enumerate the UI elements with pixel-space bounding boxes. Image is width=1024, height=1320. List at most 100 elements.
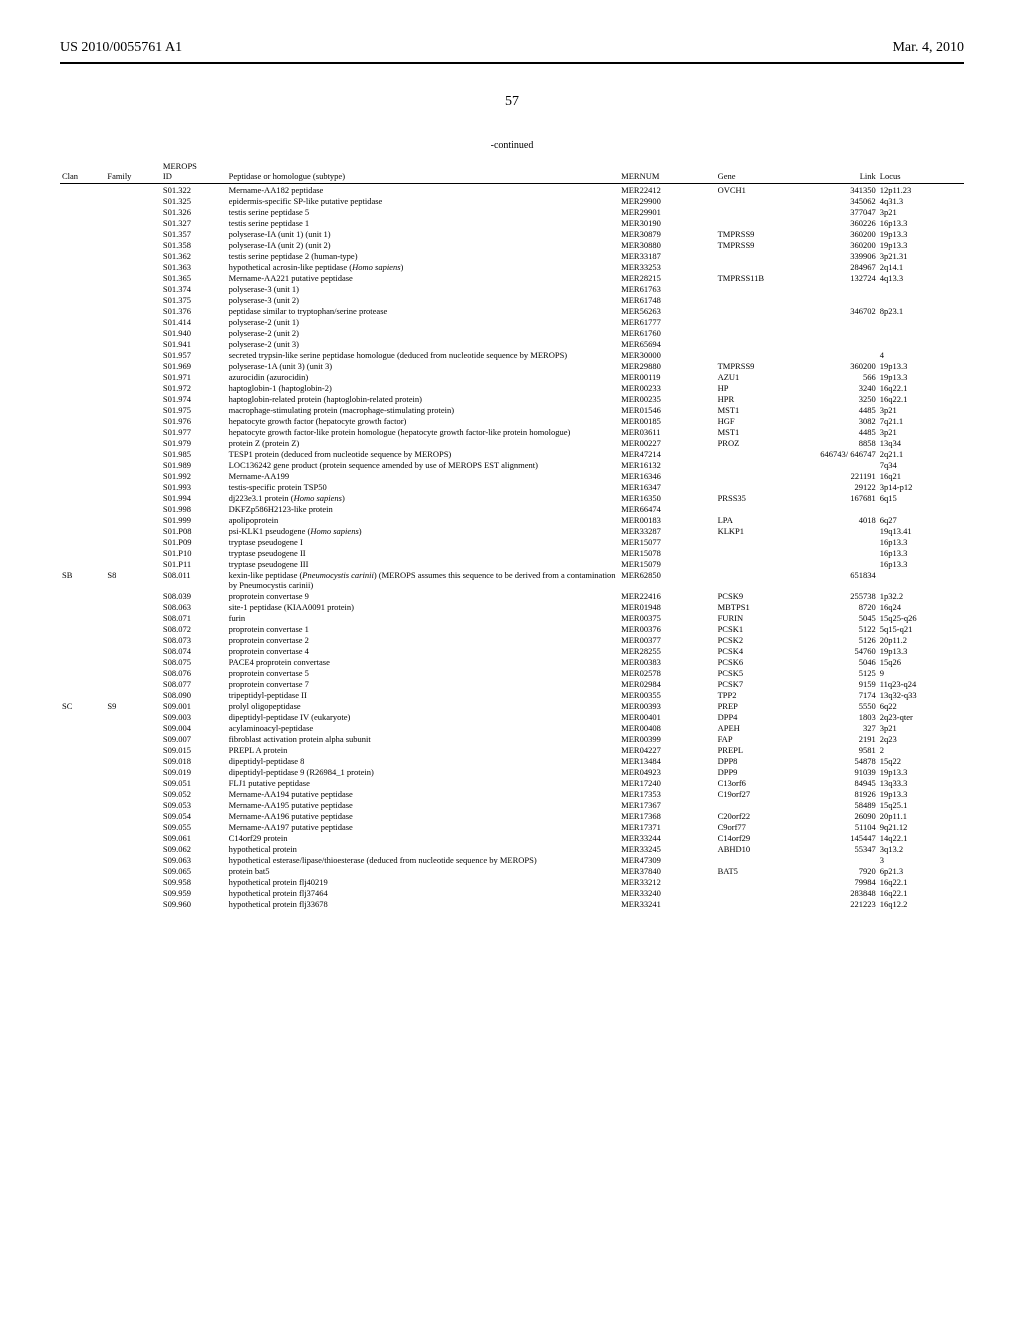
cell	[716, 536, 812, 547]
cell	[105, 382, 161, 393]
cell	[105, 404, 161, 415]
cell: secreted trypsin-like serine peptidase h…	[227, 349, 620, 360]
cell: S09.052	[161, 788, 227, 799]
cell	[105, 689, 161, 700]
cell: 4485	[812, 404, 878, 415]
table-row: S01.327testis serine peptidase 1MER30190…	[60, 217, 964, 228]
cell: PCSK4	[716, 645, 812, 656]
cell: 7174	[812, 689, 878, 700]
cell: 2191	[812, 733, 878, 744]
cell	[105, 261, 161, 272]
cell: HP	[716, 382, 812, 393]
cell: MER00383	[619, 656, 715, 667]
cell	[105, 470, 161, 481]
cell	[812, 525, 878, 536]
cell: 19p13.3	[878, 371, 964, 382]
cell: S01.P10	[161, 547, 227, 558]
cell: 9	[878, 667, 964, 678]
cell	[60, 821, 105, 832]
cell: 13q33.3	[878, 777, 964, 788]
cell: 6p21.3	[878, 865, 964, 876]
table-row: S01.362testis serine peptidase 2 (human-…	[60, 250, 964, 261]
cell: 84945	[812, 777, 878, 788]
cell: S08.073	[161, 634, 227, 645]
cell: macrophage-stimulating protein (macropha…	[227, 404, 620, 415]
table-row: S01.985TESP1 protein (deduced from nucle…	[60, 448, 964, 459]
cell: MER33245	[619, 843, 715, 854]
cell: Mername-AA195 putative peptidase	[227, 799, 620, 810]
cell	[105, 228, 161, 239]
cell: dj223e3.1 protein (Homo sapiens)	[227, 492, 620, 503]
cell: S09.065	[161, 865, 227, 876]
cell	[105, 766, 161, 777]
cell: S01.975	[161, 404, 227, 415]
cell: hypothetical protein flj37464	[227, 887, 620, 898]
cell: MER15079	[619, 558, 715, 569]
cell: polyserase-3 (unit 1)	[227, 283, 620, 294]
cell: 29122	[812, 481, 878, 492]
cell	[60, 854, 105, 865]
cell: TMPRSS11B	[716, 272, 812, 283]
cell	[716, 799, 812, 810]
table-row: S01.P10tryptase pseudogene IIMER1507816p…	[60, 547, 964, 558]
cell: S08.090	[161, 689, 227, 700]
table-row: S01.979protein Z (protein Z)MER00227PROZ…	[60, 437, 964, 448]
cell: 19p13.3	[878, 766, 964, 777]
cell	[60, 536, 105, 547]
cell: PREPL A protein	[227, 744, 620, 755]
cell	[105, 810, 161, 821]
cell: testis serine peptidase 2 (human-type)	[227, 250, 620, 261]
cell: S08.063	[161, 601, 227, 612]
cell	[60, 898, 105, 909]
cell: PCSK5	[716, 667, 812, 678]
cell: MER03611	[619, 426, 715, 437]
cell	[105, 832, 161, 843]
cell	[60, 371, 105, 382]
cell: MER00235	[619, 393, 715, 404]
cell: MER33240	[619, 887, 715, 898]
cell	[60, 481, 105, 492]
cell: S09.054	[161, 810, 227, 821]
cell	[105, 327, 161, 338]
cell	[60, 228, 105, 239]
cell: MER02984	[619, 678, 715, 689]
cell: MER29901	[619, 206, 715, 217]
cell: 255738	[812, 590, 878, 601]
cell: S9	[105, 700, 161, 711]
cell	[60, 656, 105, 667]
table-row: S01.P11tryptase pseudogene IIIMER1507916…	[60, 558, 964, 569]
cell: MER17367	[619, 799, 715, 810]
table-row: S09.018dipeptidyl-peptidase 8MER13484DPP…	[60, 755, 964, 766]
table-row: S01.976hepatocyte growth factor (hepatoc…	[60, 415, 964, 426]
cell	[60, 678, 105, 689]
table-row: S09.019dipeptidyl-peptidase 9 (R26984_1 …	[60, 766, 964, 777]
cell: 16p13.3	[878, 536, 964, 547]
cell: S08.077	[161, 678, 227, 689]
cell: MER30879	[619, 228, 715, 239]
table-row: S01.977hepatocyte growth factor-like pro…	[60, 426, 964, 437]
cell	[105, 678, 161, 689]
cell: MER62850	[619, 569, 715, 590]
cell: 16q22.1	[878, 393, 964, 404]
cell: 9581	[812, 744, 878, 755]
cell	[60, 766, 105, 777]
table-row: S01.971azurocidin (azurocidin)MER00119AZ…	[60, 371, 964, 382]
cell: 5q15-q21	[878, 623, 964, 634]
table-row: S01.969polyserase-1A (unit 3) (unit 3)ME…	[60, 360, 964, 371]
table-row: S01.358polyserase-IA (unit 2) (unit 2)ME…	[60, 239, 964, 250]
cell: ABHD10	[716, 843, 812, 854]
cell	[105, 876, 161, 887]
cell: 7q34	[878, 459, 964, 470]
cell	[105, 645, 161, 656]
cell: 3p21	[878, 404, 964, 415]
cell	[60, 437, 105, 448]
cell	[105, 360, 161, 371]
cell: 3p21	[878, 206, 964, 217]
cell: 15q25-q26	[878, 612, 964, 623]
cell	[60, 206, 105, 217]
cell	[60, 612, 105, 623]
cell	[60, 744, 105, 755]
cell	[812, 854, 878, 865]
cell	[60, 711, 105, 722]
cell: S01.998	[161, 503, 227, 514]
